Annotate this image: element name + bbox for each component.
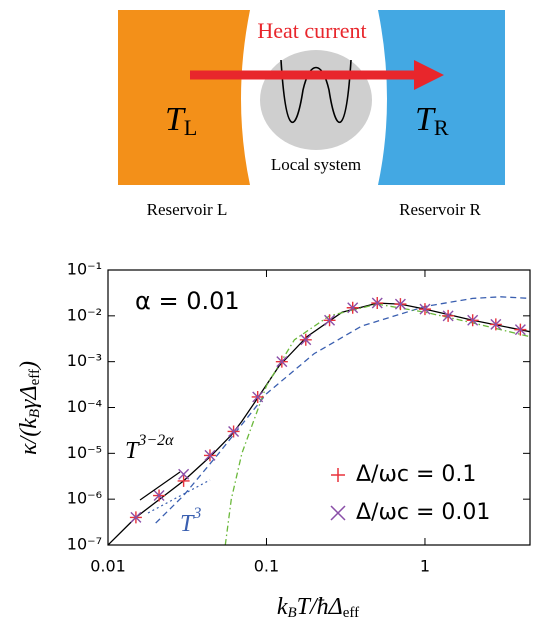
y-tick-label: 10⁻¹ xyxy=(67,260,102,279)
y-tick-label: 10⁻⁴ xyxy=(67,397,102,416)
figure: Heat current TL TR Local system Reservoi… xyxy=(0,0,534,625)
y-tick-label: 10⁻⁵ xyxy=(67,443,102,462)
x-tick-label: 0.01 xyxy=(90,557,126,576)
y-tick-label: 10⁻² xyxy=(67,305,102,324)
alpha-label: α = 0.01 xyxy=(135,287,240,315)
legend-marker xyxy=(331,506,345,520)
local-system: Local system xyxy=(271,155,361,174)
reservoir-right-shape xyxy=(378,10,505,185)
legend-marker xyxy=(331,468,345,482)
curve xyxy=(156,297,530,523)
y-axis-label: κ/(kBγΔeff) xyxy=(16,361,44,455)
slope-fit-label: T3−2α xyxy=(125,432,174,464)
reservoir-left-shape xyxy=(118,10,250,185)
y-tick-label: 10⁻³ xyxy=(67,351,102,370)
slope-bare-label: T3 xyxy=(180,505,201,537)
reservoir-left: Reservoir L xyxy=(147,200,228,219)
x-axis-label: kBT/ħΔeff xyxy=(277,594,359,622)
y-tick-label: 10⁻⁷ xyxy=(67,535,102,554)
x-tick-label: 1 xyxy=(420,557,430,576)
local-system-shape xyxy=(260,50,372,150)
x-tick-label: 0.1 xyxy=(254,557,279,576)
legend-label: Δ/ωc = 0.1 xyxy=(356,462,476,487)
legend-label: Δ/ωc = 0.01 xyxy=(356,500,490,525)
reservoir-right: Reservoir R xyxy=(399,200,481,219)
heat-current: Heat current xyxy=(257,18,366,43)
y-tick-label: 10⁻⁶ xyxy=(67,489,102,508)
